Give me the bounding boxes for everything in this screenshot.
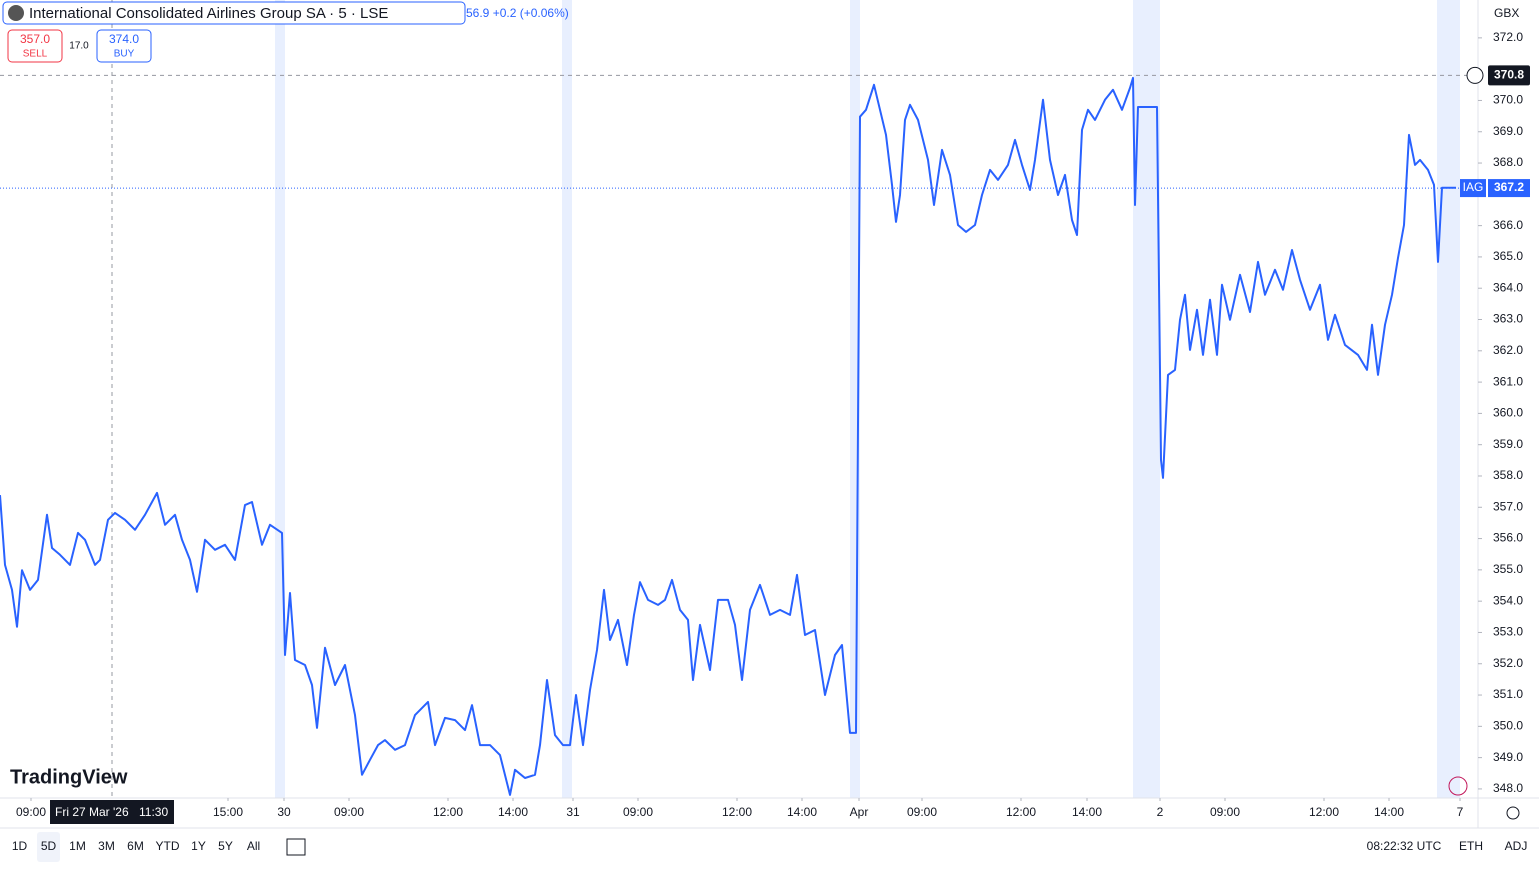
- sell-button[interactable]: [7, 29, 63, 63]
- x-tick-label: 7: [1457, 805, 1464, 819]
- y-tick-label: 352.0: [1493, 656, 1523, 670]
- x-tick-label: 14:00: [1072, 805, 1102, 819]
- y-tick-label: 350.0: [1493, 719, 1523, 733]
- y-tick-label: 369.0: [1493, 124, 1523, 138]
- range-button[interactable]: 6M: [127, 839, 144, 853]
- x-tick-label: 31: [566, 805, 580, 819]
- y-tick-label: 370.0: [1493, 93, 1523, 107]
- crosshair-time-label: 11:30: [139, 805, 168, 819]
- x-tick-label: 14:00: [787, 805, 817, 819]
- clock: 08:22:32 UTC: [1367, 839, 1442, 853]
- adj-button[interactable]: ADJ: [1505, 839, 1528, 853]
- y-tick-label: 353.0: [1493, 625, 1523, 639]
- y-tick-label: 349.0: [1493, 750, 1523, 764]
- x-tick-label: 09:00: [334, 805, 364, 819]
- x-tick-label: 12:00: [722, 805, 752, 819]
- y-tick-label: 372.0: [1493, 30, 1523, 44]
- crosshair-price-box: [1488, 65, 1530, 86]
- price-line: [0, 76, 1456, 796]
- range-button[interactable]: All: [247, 839, 260, 853]
- crosshair-date-label: Fri 27 Mar '26: [55, 805, 129, 819]
- y-tick-label: 361.0: [1493, 374, 1523, 388]
- last-price-symbol: IAG: [1463, 180, 1484, 194]
- session-bands: [275, 0, 1460, 798]
- range-button[interactable]: 5Y: [218, 839, 233, 853]
- alert-icon[interactable]: [1448, 776, 1468, 796]
- y-tick-label: 358.0: [1493, 468, 1523, 482]
- settings-icon[interactable]: [1506, 806, 1520, 820]
- range-button[interactable]: 3M: [98, 839, 115, 853]
- y-tick-label: 348.0: [1493, 781, 1523, 795]
- x-tick-label: 12:00: [433, 805, 463, 819]
- active-range-bg: [37, 832, 60, 862]
- date-range-icon[interactable]: [286, 838, 306, 856]
- last-price-box: [1488, 179, 1530, 198]
- x-tick-label: 09:00: [1210, 805, 1240, 819]
- logo: TradingView: [10, 766, 128, 788]
- x-tick-label: 12:00: [1309, 805, 1339, 819]
- range-button[interactable]: 1Y: [191, 839, 206, 853]
- y-tick-label: 356.0: [1493, 531, 1523, 545]
- sell-price: 357.0: [20, 32, 50, 46]
- symbol-logo: [8, 5, 24, 21]
- buy-button[interactable]: [96, 29, 152, 63]
- symbol-title: International Consolidated Airlines Grou…: [29, 5, 388, 22]
- range-button[interactable]: 1M: [69, 839, 86, 853]
- y-tick-label: 368.0: [1493, 155, 1523, 169]
- y-tick-label: 354.0: [1493, 593, 1523, 607]
- y-tick-label: 351.0: [1493, 687, 1523, 701]
- currency[interactable]: GBX: [1494, 6, 1519, 20]
- x-tick-label: 09:00: [623, 805, 653, 819]
- y-tick-label: 362.0: [1493, 343, 1523, 357]
- y-tick-label: 359.0: [1493, 437, 1523, 451]
- x-tick-label: 09:00: [16, 805, 46, 819]
- y-tick-label: 357.0: [1493, 499, 1523, 513]
- quote: 56.9 +0.2 (+0.06%): [466, 6, 569, 20]
- x-tick-label: 14:00: [1374, 805, 1404, 819]
- header-box[interactable]: [2, 1, 466, 25]
- buy-label: BUY: [114, 49, 135, 60]
- range-button[interactable]: 1D: [12, 839, 28, 853]
- x-tick-label: 12:00: [1006, 805, 1036, 819]
- buy-price: 374.0: [109, 32, 139, 46]
- range-button[interactable]: 5D: [41, 839, 57, 853]
- range-button[interactable]: YTD: [156, 839, 180, 853]
- crosshair-price-label: 370.8: [1494, 68, 1524, 82]
- last-price-symbol-box: [1460, 179, 1486, 198]
- y-tick-label: 360.0: [1493, 406, 1523, 420]
- sell-label: SELL: [23, 49, 48, 60]
- x-tick-label: Apr: [850, 805, 869, 819]
- y-tick-label: 355.0: [1493, 562, 1523, 576]
- x-tick-label: 09:00: [907, 805, 937, 819]
- spread: 17.0: [69, 41, 89, 52]
- x-tick-label: 14:00: [498, 805, 528, 819]
- last-price-label: 367.2: [1494, 180, 1524, 194]
- y-tick-label: 366.0: [1493, 218, 1523, 232]
- crosshair-add-icon[interactable]: [1466, 66, 1484, 84]
- x-tick-label: 2: [1157, 805, 1164, 819]
- y-tick-label: 363.0: [1493, 312, 1523, 326]
- y-tick-label: 365.0: [1493, 249, 1523, 263]
- eth-button[interactable]: ETH: [1459, 839, 1483, 853]
- crosshair-time-box: [50, 800, 174, 824]
- y-tick-label: 364.0: [1493, 280, 1523, 294]
- x-tick-label: 30: [277, 805, 291, 819]
- x-tick-label: 15:00: [213, 805, 243, 819]
